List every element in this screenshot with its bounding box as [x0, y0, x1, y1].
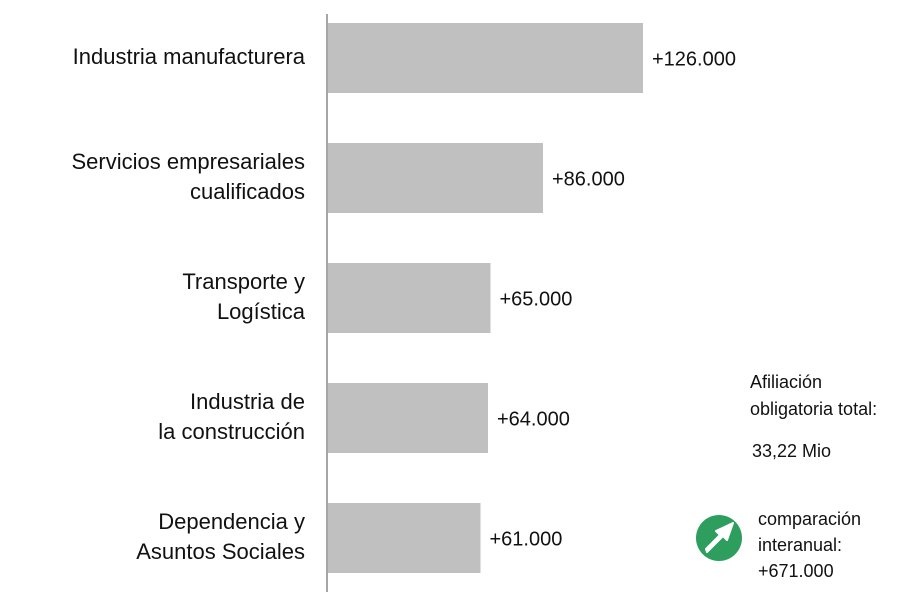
category-label: cualificados [190, 179, 305, 204]
bar [328, 143, 543, 213]
category-label: Transporte y [182, 269, 305, 294]
bar [328, 23, 643, 93]
annotation-label: Afiliación [750, 372, 822, 392]
bar [328, 503, 481, 573]
value-label: +65.000 [500, 288, 573, 310]
bar [328, 263, 491, 333]
annotation-value: +671.000 [758, 561, 834, 581]
annotation-label: obligatoria total: [750, 399, 877, 419]
category-label: Industria manufacturera [73, 44, 306, 69]
bar [328, 383, 488, 453]
annotation-label: comparación [758, 509, 861, 529]
category-label: Logística [217, 299, 306, 324]
annotation-value: 33,22 Mio [752, 441, 831, 461]
category-label: la construcción [158, 419, 305, 444]
value-label: +86.000 [552, 168, 625, 190]
category-label: Asuntos Sociales [136, 539, 305, 564]
annotation-label: interanual: [758, 535, 842, 555]
value-label: +126.000 [652, 48, 736, 70]
category-label: Servicios empresariales [71, 149, 305, 174]
value-label: +61.000 [490, 528, 563, 550]
trend-arrow [705, 522, 734, 553]
value-label: +64.000 [497, 408, 570, 430]
category-label: Industria de [190, 389, 305, 414]
category-label: Dependencia y [158, 509, 305, 534]
